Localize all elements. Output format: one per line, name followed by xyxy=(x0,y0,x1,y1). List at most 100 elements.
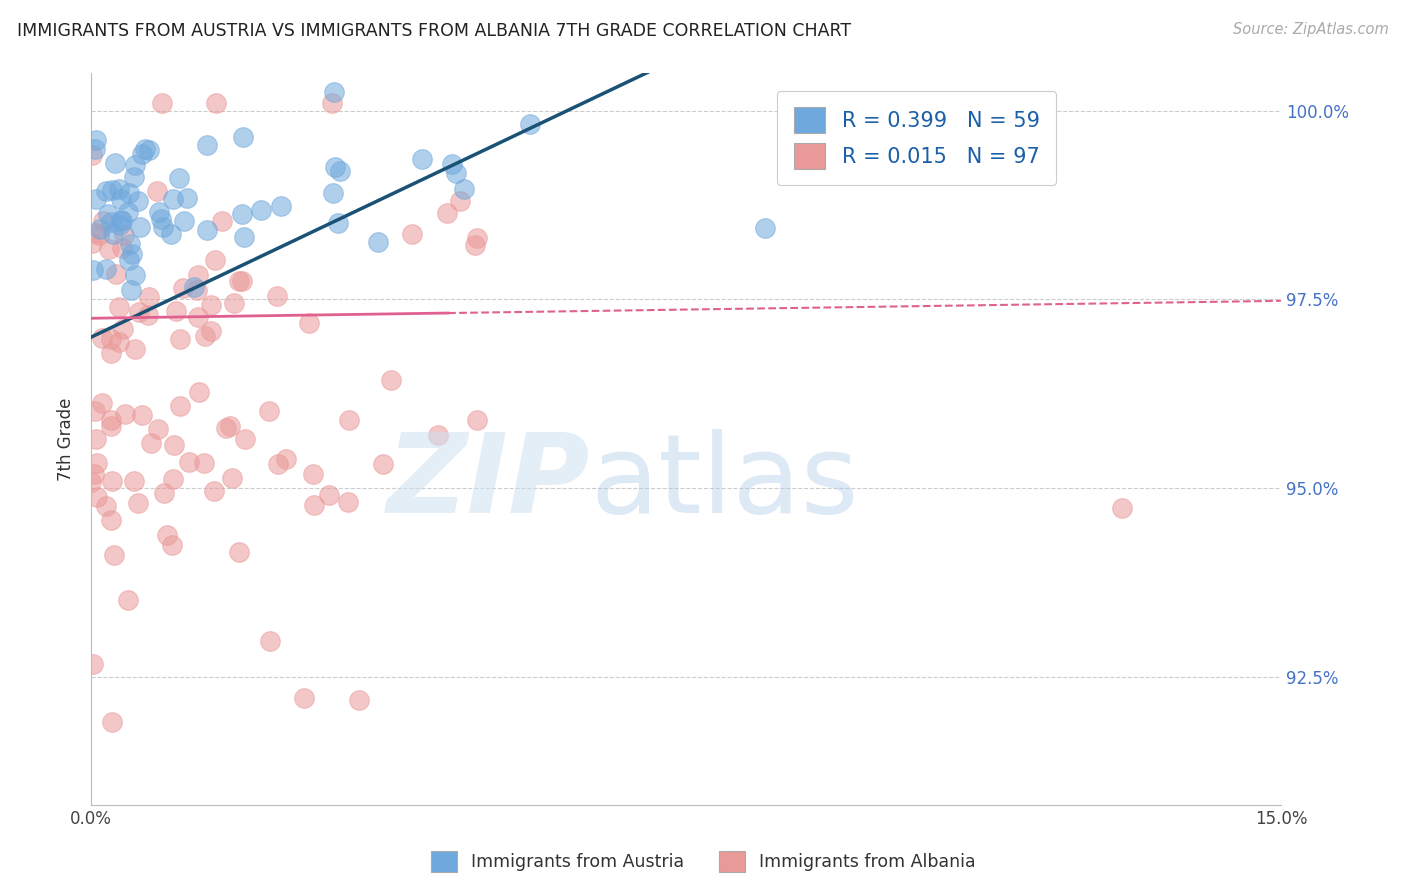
Point xyxy=(401,227,423,241)
Point xyxy=(138,143,160,157)
Point xyxy=(224,296,246,310)
Point xyxy=(107,300,129,314)
Point xyxy=(136,309,159,323)
Point xyxy=(80,475,103,489)
Point xyxy=(148,422,170,436)
Point xyxy=(91,395,114,409)
Point xyxy=(250,202,273,217)
Point xyxy=(128,305,150,319)
Point xyxy=(266,289,288,303)
Point xyxy=(259,634,281,648)
Point xyxy=(172,281,194,295)
Point xyxy=(440,157,463,171)
Point xyxy=(91,214,114,228)
Point xyxy=(204,253,226,268)
Point xyxy=(336,495,359,509)
Point xyxy=(111,322,134,336)
Point xyxy=(444,166,467,180)
Point xyxy=(100,346,122,360)
Point xyxy=(205,96,228,111)
Point xyxy=(121,247,143,261)
Point xyxy=(127,194,149,208)
Point xyxy=(124,158,146,172)
Point xyxy=(110,214,132,228)
Point xyxy=(80,235,103,250)
Point xyxy=(276,451,298,466)
Point xyxy=(176,191,198,205)
Point xyxy=(131,146,153,161)
Point xyxy=(100,512,122,526)
Point xyxy=(228,275,250,289)
Point xyxy=(138,290,160,304)
Point xyxy=(304,498,326,512)
Point xyxy=(127,496,149,510)
Point xyxy=(89,221,111,235)
Point xyxy=(131,408,153,422)
Point xyxy=(162,192,184,206)
Point xyxy=(194,328,217,343)
Point xyxy=(322,186,344,200)
Point xyxy=(231,274,253,288)
Point xyxy=(120,236,142,251)
Point xyxy=(380,373,402,387)
Point xyxy=(465,231,488,245)
Point xyxy=(211,214,233,228)
Point xyxy=(153,486,176,500)
Text: atlas: atlas xyxy=(591,429,859,536)
Point xyxy=(114,407,136,421)
Point xyxy=(349,693,371,707)
Point xyxy=(118,252,141,267)
Point xyxy=(84,432,107,446)
Point xyxy=(103,549,125,563)
Point xyxy=(129,220,152,235)
Point xyxy=(167,170,190,185)
Point xyxy=(152,219,174,234)
Point xyxy=(318,488,340,502)
Point xyxy=(90,331,112,345)
Point xyxy=(82,263,104,277)
Point xyxy=(118,186,141,200)
Point xyxy=(219,419,242,434)
Point xyxy=(87,227,110,242)
Point xyxy=(108,219,131,233)
Point xyxy=(202,483,225,498)
Point xyxy=(323,85,346,99)
Y-axis label: 7th Grade: 7th Grade xyxy=(58,397,75,481)
Point xyxy=(117,204,139,219)
Point xyxy=(100,413,122,427)
Point xyxy=(97,243,120,257)
Point xyxy=(100,183,122,197)
Text: IMMIGRANTS FROM AUSTRIA VS IMMIGRANTS FROM ALBANIA 7TH GRADE CORRELATION CHART: IMMIGRANTS FROM AUSTRIA VS IMMIGRANTS FR… xyxy=(17,22,851,40)
Point xyxy=(187,385,209,400)
Point xyxy=(165,304,187,318)
Point xyxy=(754,220,776,235)
Point xyxy=(117,593,139,607)
Point xyxy=(323,160,346,174)
Point xyxy=(122,170,145,185)
Point xyxy=(134,142,156,156)
Text: Source: ZipAtlas.com: Source: ZipAtlas.com xyxy=(1233,22,1389,37)
Point xyxy=(467,413,489,427)
Point xyxy=(427,428,450,442)
Point xyxy=(120,283,142,297)
Point xyxy=(150,96,173,111)
Point xyxy=(187,268,209,282)
Point xyxy=(84,142,107,156)
Point xyxy=(146,184,169,198)
Point xyxy=(163,438,186,452)
Point xyxy=(232,129,254,144)
Point xyxy=(150,212,173,227)
Point xyxy=(156,527,179,541)
Point xyxy=(104,156,127,170)
Point xyxy=(259,404,281,418)
Point xyxy=(107,182,129,196)
Point xyxy=(114,227,136,242)
Point xyxy=(371,457,394,471)
Point xyxy=(124,268,146,283)
Point xyxy=(141,435,163,450)
Point xyxy=(195,223,218,237)
Text: ZIP: ZIP xyxy=(388,429,591,536)
Point xyxy=(101,474,124,488)
Point xyxy=(453,182,475,196)
Point xyxy=(195,137,218,152)
